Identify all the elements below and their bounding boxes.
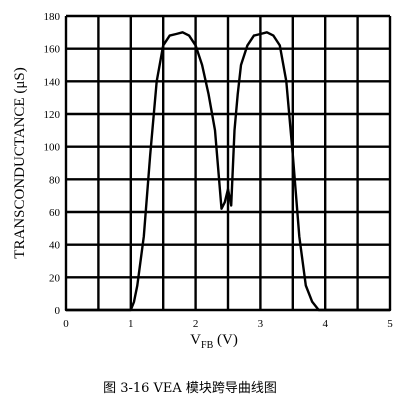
y-tick-label: 20: [49, 272, 61, 284]
x-axis-label: VFB (V): [190, 332, 238, 351]
series-line: [64, 31, 392, 312]
x-tick-label: 5: [387, 318, 393, 330]
x-tick-label: 2: [193, 318, 199, 330]
y-tick-label: 160: [44, 44, 61, 56]
tick-labels: 0 1 2 3 4 5 0 20 40 60 80 100 120 140 160 180: [44, 11, 394, 330]
y-tick-label: 100: [44, 142, 61, 154]
x-tick-label: 3: [258, 318, 264, 330]
y-tick-label: 120: [44, 109, 61, 121]
x-axis-label-unit: (V): [213, 332, 238, 348]
y-tick-label: 0: [55, 305, 61, 317]
x-tick-label: 1: [128, 318, 134, 330]
x-tick-label: 0: [63, 318, 69, 330]
y-tick-label: 180: [44, 11, 61, 23]
y-tick-label: 80: [49, 174, 61, 186]
series-layer: [64, 31, 392, 312]
y-tick-label: 60: [49, 207, 61, 219]
figure-caption: 图 3-16 VEA 模块跨导曲线图: [103, 381, 277, 396]
x-tick-label: 4: [322, 318, 328, 330]
grid: [64, 14, 392, 312]
titles: TRANSCONDUCTANCE (μS) VFB (V) 图 3-16 VEA…: [12, 67, 277, 396]
y-tick-label: 40: [49, 240, 61, 252]
y-tick-label: 140: [44, 76, 61, 88]
x-axis-label-subscript: FB: [201, 340, 214, 351]
x-axis-label-main: V: [190, 332, 201, 348]
y-axis-label: TRANSCONDUCTANCE (μS): [12, 67, 28, 258]
